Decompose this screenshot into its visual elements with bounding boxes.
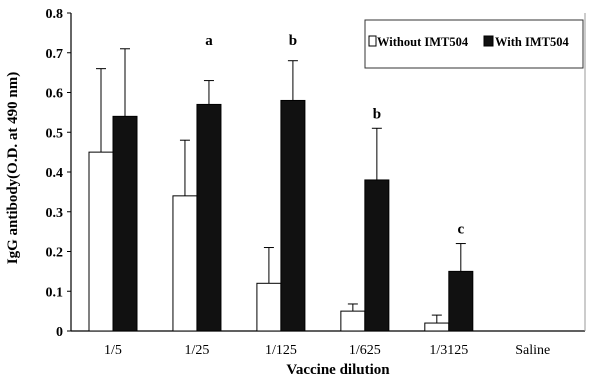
significance-label: b xyxy=(373,106,381,122)
legend-label-without: Without IMT504 xyxy=(377,35,469,49)
x-tick-label: 1/25 xyxy=(185,343,210,358)
significance-label: b xyxy=(289,33,297,49)
bar-without-0 xyxy=(88,151,114,332)
y-tick-label: 0.1 xyxy=(46,285,64,300)
bar-with-3 xyxy=(364,179,390,332)
legend: Without IMT504 With IMT504 xyxy=(364,19,584,69)
y-tick-label: 0.6 xyxy=(46,87,64,102)
x-tick-label: 1/125 xyxy=(265,343,297,358)
bars xyxy=(88,99,474,332)
x-tick-label: 1/625 xyxy=(349,343,381,358)
y-tick-label: 0.7 xyxy=(46,47,64,62)
y-tick-label: 0 xyxy=(56,325,63,340)
y-tick-label: 0.8 xyxy=(46,7,64,22)
significance-label: c xyxy=(457,222,464,238)
x-axis-title: Vaccine dilution xyxy=(286,362,390,378)
legend-swatch-with xyxy=(483,35,494,47)
legend-box xyxy=(364,19,584,69)
y-tick-label: 0.3 xyxy=(46,206,64,221)
y-tick-label: 0.5 xyxy=(46,126,64,141)
bar-without-2 xyxy=(256,282,282,332)
bar-without-3 xyxy=(340,310,366,332)
significance-annotations: a b b c xyxy=(205,33,464,238)
legend-label-with: With IMT504 xyxy=(495,35,569,49)
significance-label: a xyxy=(205,33,213,49)
legend-swatch-without xyxy=(368,35,377,47)
y-tick-label: 0.2 xyxy=(46,246,64,261)
y-tick-label: 0.4 xyxy=(46,166,64,181)
bar-without-1 xyxy=(172,195,198,332)
bar-with-1 xyxy=(196,103,222,332)
bar-with-0 xyxy=(112,115,138,332)
bar-with-4 xyxy=(448,270,474,332)
y-axis-title: IgG antibody(O.D. at 490 nm) xyxy=(5,72,21,265)
x-tick-label: 1/3125 xyxy=(429,343,468,358)
error-bars xyxy=(96,48,466,324)
bar-without-4 xyxy=(424,322,450,332)
x-tick-label: 1/5 xyxy=(104,343,122,358)
x-tick-label: Saline xyxy=(515,343,550,358)
y-axis: 0 0.1 0.2 0.3 0.4 0.5 0.6 0.7 0.8 xyxy=(46,7,71,340)
x-axis: 1/5 1/25 1/125 1/625 1/3125 Saline xyxy=(104,343,550,358)
bar-with-2 xyxy=(280,99,306,332)
